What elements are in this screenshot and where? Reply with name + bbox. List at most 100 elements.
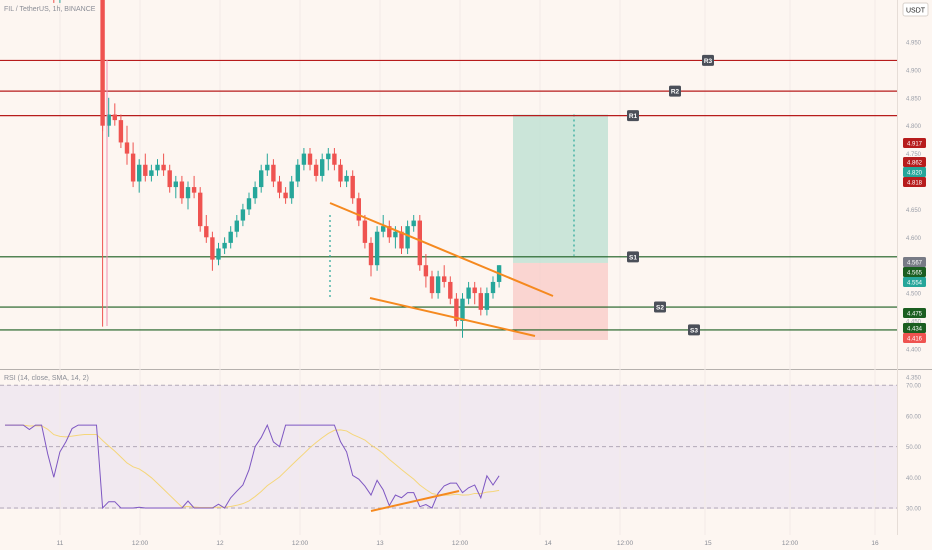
candle-body (210, 237, 215, 260)
level-tags: R3 R2 R1 S1 S2 S3 (627, 54, 714, 336)
candle-body (289, 181, 294, 199)
currency-label: USDT (906, 8, 926, 15)
candle-body (216, 248, 221, 260)
candle-body (442, 276, 447, 282)
time-axis: 11 12:00 12 12:00 13 12:00 14 12:00 15 12:00 16 (57, 540, 879, 547)
time-tick: 12 (216, 540, 224, 547)
candle-body (435, 276, 441, 294)
level-tag-text: S3 (690, 327, 698, 334)
price-tick: 4.450 (906, 320, 922, 326)
price-tick: 4.650 (906, 208, 922, 214)
price-label-text: 4.862 (907, 161, 923, 167)
price-label (903, 157, 926, 167)
candle-body (228, 231, 233, 243)
candle-body (222, 242, 227, 249)
candle-body (417, 220, 422, 266)
chart-title: FIL / TetherUS, 1h, BINANCE (4, 6, 96, 13)
price-tick: 4.850 (906, 96, 922, 102)
rsi-axis-ticks: 70.00 60.00 50.00 40.00 30.00 (906, 384, 922, 513)
candle-body (313, 164, 319, 176)
level-tag-r1 (627, 110, 639, 122)
candle-body (466, 287, 471, 299)
candle-body (484, 293, 490, 310)
time-tick: 14 (544, 540, 552, 547)
target-zone (513, 114, 608, 263)
candle-body (191, 187, 197, 193)
candle-body (326, 153, 331, 160)
candle-body (252, 187, 258, 199)
candle-body (277, 181, 282, 193)
candle-body (173, 181, 178, 188)
price-label (903, 138, 926, 148)
price-tick: 4.800 (906, 124, 922, 130)
time-tick: 13 (376, 540, 384, 547)
price-label (903, 277, 926, 287)
rsi-tick: 60.00 (906, 414, 922, 420)
candle-body (161, 164, 166, 171)
time-tick: 12:00 (132, 540, 149, 547)
price-tick: 4.400 (906, 347, 922, 353)
candle-body (137, 164, 142, 182)
candle-body (112, 114, 117, 121)
candle-body (283, 192, 288, 199)
level-tag-s3 (688, 324, 700, 336)
price-tick: 4.950 (906, 41, 922, 47)
level-lines (0, 59, 897, 331)
candle-body (332, 153, 337, 165)
price-label-text: 4.565 (907, 271, 923, 277)
price-label-text: 4.554 (907, 281, 923, 287)
time-tick: 12:00 (452, 540, 469, 547)
candle-body (344, 175, 349, 182)
rsi-divergence-line (370, 490, 460, 512)
level-tag-r2 (669, 85, 681, 97)
candle-body (246, 198, 252, 210)
candle-body (411, 220, 416, 227)
price-label-text: 4.820 (907, 171, 923, 177)
price-tick: 4.900 (906, 68, 922, 74)
level-tag-text: S2 (656, 305, 664, 312)
price-axis-labels: 4.917 4.862 4.820 4.818 4.567 4.565 4.554 4.475… (903, 138, 926, 343)
rsi-tick: 70.00 (906, 384, 922, 390)
candle-body (472, 287, 477, 294)
candle-body (234, 220, 239, 232)
candle-body (167, 170, 172, 188)
candle-body (393, 231, 398, 238)
candle-body (338, 164, 343, 182)
candle-body (100, 0, 105, 126)
candle-body (350, 175, 355, 199)
candle-body (381, 226, 386, 232)
rsi-tick: 50.00 (906, 445, 922, 451)
level-tag-text: R1 (629, 113, 638, 120)
rsi-tick: 30.00 (906, 507, 922, 513)
rsi-ma-line (5, 424, 500, 508)
price-label-text: 4.434 (907, 327, 923, 333)
candle-body (240, 209, 246, 221)
price-label-text: 4.416 (907, 337, 923, 343)
candle-body (478, 293, 483, 310)
level-tag-s1 (627, 251, 639, 263)
level-tag-text: R2 (671, 89, 680, 96)
price-label (903, 167, 926, 177)
price-label-text: 4.567 (907, 261, 923, 267)
candle-body (198, 192, 203, 227)
price-label (903, 267, 926, 277)
candle-body (429, 276, 435, 294)
price-tick: 4.350 (906, 375, 922, 381)
price-label-text: 4.917 (907, 142, 923, 148)
time-tick: 11 (57, 540, 64, 547)
currency-badge[interactable] (902, 2, 929, 17)
level-tag-r3 (702, 54, 714, 66)
candle-body (124, 142, 130, 154)
candle-body (106, 114, 111, 126)
price-tick: 4.500 (906, 292, 922, 298)
price-label-text: 4.818 (907, 181, 923, 187)
stop-zone (513, 262, 608, 340)
candle-body (448, 281, 453, 299)
candle-body (374, 231, 380, 266)
candle-body (320, 159, 325, 176)
wedge-upper-line (329, 202, 554, 297)
candle-body (265, 164, 270, 171)
falling-wedge (329, 202, 554, 337)
rsi-title: RSI (14, close, SMA, 14, 2) (4, 375, 89, 382)
